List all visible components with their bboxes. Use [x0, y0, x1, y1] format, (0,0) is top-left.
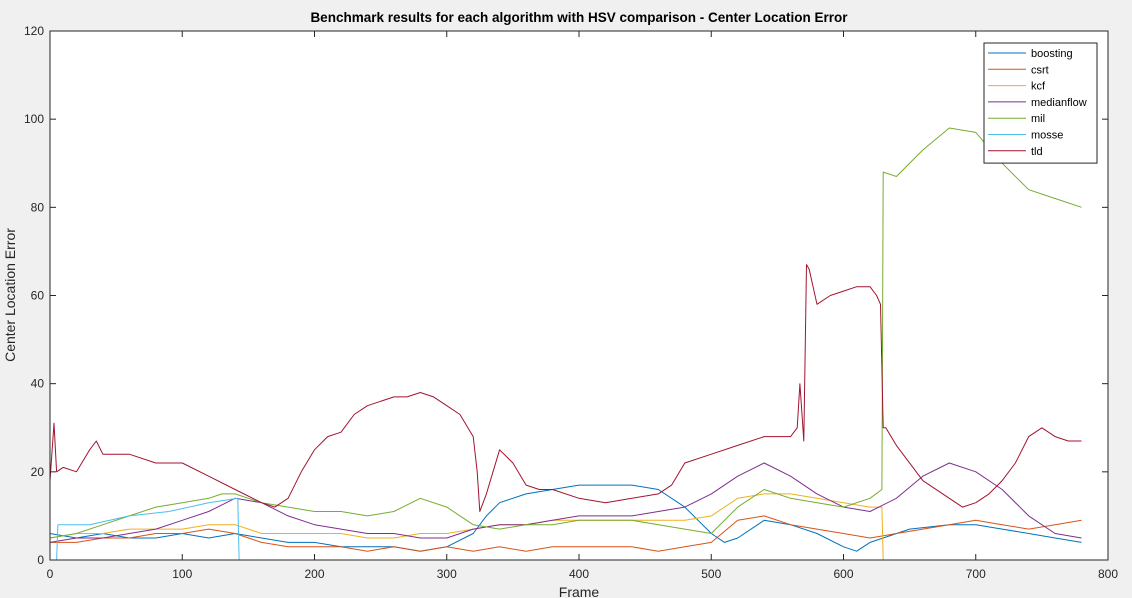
series-line-mosse	[50, 497, 1082, 561]
legend-box	[983, 42, 1098, 164]
legend-label-mosse: mosse	[1031, 130, 1063, 142]
x-tick-label: 100	[172, 567, 192, 581]
x-tick-label: 500	[701, 567, 721, 581]
legend-label-kcf: kcf	[1031, 81, 1046, 93]
legend-label-boosting: boosting	[1031, 48, 1073, 60]
x-tick-label: 700	[966, 567, 986, 581]
legend-label-tld: tld	[1031, 146, 1043, 158]
y-axis-label: Center Location Error	[2, 228, 18, 362]
x-axis-label: Frame	[559, 584, 600, 598]
y-tick-label: 60	[31, 289, 45, 303]
y-tick-label: 0	[37, 553, 44, 567]
y-tick-label: 100	[24, 112, 44, 126]
y-tick-label: 80	[31, 200, 45, 214]
y-tick-label: 20	[31, 465, 45, 479]
series-line-tld	[49, 264, 1082, 512]
legend-label-mil: mil	[1031, 113, 1045, 125]
y-tick-label: 40	[31, 377, 45, 391]
x-tick-label: 600	[833, 567, 853, 581]
series-line-medianflow	[49, 462, 1082, 543]
x-tick-label: 300	[437, 567, 457, 581]
x-tick-label: 200	[304, 567, 324, 581]
x-tick-label: 400	[569, 567, 589, 581]
legend: boosting csrt kcf medianflow mil mosse tld	[983, 42, 1098, 164]
chart-title: Benchmark results for each algorithm wit…	[310, 10, 848, 25]
legend-label-medianflow: medianflow	[1031, 97, 1087, 109]
series-layer	[49, 127, 1082, 561]
x-tick-label: 0	[47, 567, 54, 581]
series-line-csrt	[50, 515, 1082, 552]
plot-area	[50, 31, 1108, 560]
ticks-layer: 0 100 200 300 400 500 600 700 800 0 20 40 60 80 100 120	[24, 24, 1118, 581]
x-tick-label: 800	[1098, 567, 1118, 581]
y-tick-label: 120	[24, 24, 44, 38]
series-line-mil	[49, 127, 1082, 539]
legend-label-csrt: csrt	[1031, 64, 1049, 76]
